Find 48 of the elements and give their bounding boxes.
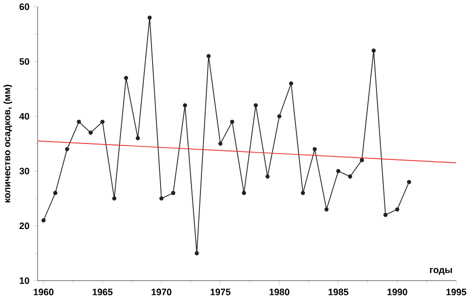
y-tick-label: 60 [20,4,30,10]
point [336,169,340,174]
x-tick-label: 1985 [328,288,348,296]
point [124,76,128,80]
point [312,147,317,152]
point [395,207,400,212]
x-tick-label: 1980 [270,288,290,296]
point [230,120,234,124]
point [159,196,164,201]
x-tick-label: 1995 [446,288,466,296]
point [218,142,222,146]
point [65,147,70,152]
point [324,207,329,212]
point [182,103,188,108]
x-tick-label: 1975 [210,288,230,296]
point [41,218,46,223]
point [100,120,105,124]
point [206,54,211,58]
x-tick-label: 1960 [34,288,54,296]
y-tick-label: 40 [19,113,30,120]
point [383,212,388,218]
point [289,81,294,86]
point [194,251,199,256]
point [171,191,176,196]
point [53,191,58,196]
y-tick-label: 30 [19,168,30,174]
point [88,130,93,135]
point [76,120,81,124]
x-axis-title: годы [430,268,452,276]
point [300,191,305,196]
point [254,103,258,108]
x-tick-label: 1965 [92,288,113,296]
point [265,174,270,179]
point [112,196,116,201]
y-axis-title: количество осадков, (мм) [3,84,12,202]
x-tick-label: 1970 [152,288,172,296]
point [360,158,364,162]
point [372,48,376,53]
point [148,16,152,20]
point [406,180,412,184]
y-tick-label: 10 [20,277,30,284]
y-tick-label: 50 [20,58,30,65]
x-tick-label: 1990 [387,288,408,296]
point [348,174,352,179]
point [242,191,246,196]
y-tick-label: 20 [20,222,30,230]
point [136,136,140,140]
point [277,114,282,118]
